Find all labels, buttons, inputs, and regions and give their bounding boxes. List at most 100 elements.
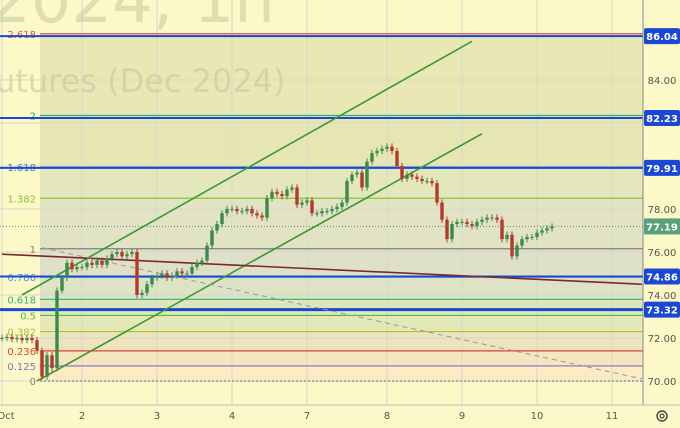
- candle-body: [205, 245, 209, 261]
- price-tick: 74.00: [648, 291, 677, 302]
- fib-level-label: 1: [30, 245, 36, 256]
- candle-body: [410, 174, 414, 177]
- candle-body: [45, 355, 49, 377]
- candle-body: [165, 273, 169, 278]
- candle-body: [495, 217, 499, 220]
- price-label: 79.91: [646, 164, 678, 175]
- last-price-label: 77.19: [646, 222, 678, 233]
- candle-body: [320, 211, 324, 214]
- fib-band: [40, 33, 643, 116]
- price-label-box: [644, 268, 680, 285]
- candle-body: [5, 336, 9, 338]
- time-tick: Oct: [0, 411, 15, 422]
- price-tick: 70.00: [648, 377, 677, 388]
- time-tick: 7: [304, 411, 310, 422]
- candle-body: [440, 202, 444, 220]
- candle-body: [470, 224, 474, 227]
- candle-body: [430, 181, 434, 184]
- price-label: 82.23: [646, 114, 678, 125]
- candle-body: [90, 262, 94, 265]
- price-label: 86.04: [646, 32, 678, 43]
- candle-body: [145, 284, 149, 293]
- candle-body: [240, 211, 244, 213]
- fib-level-label: 0.786: [7, 273, 36, 284]
- candle-body: [190, 267, 194, 274]
- time-tick: 10: [531, 411, 544, 422]
- candle-body: [85, 262, 89, 268]
- candle-body: [550, 226, 554, 229]
- candle-body: [345, 181, 349, 203]
- candle-body: [35, 340, 39, 351]
- candle-body: [265, 198, 269, 218]
- candle-body: [210, 230, 214, 246]
- candle-body: [195, 262, 199, 268]
- candle-body: [310, 200, 314, 214]
- candle-body: [350, 174, 354, 182]
- candle-body: [535, 232, 539, 237]
- fib-band: [40, 299, 643, 316]
- candle-body: [475, 221, 479, 227]
- candle-body: [380, 148, 384, 151]
- time-tick: 8: [384, 411, 390, 422]
- candle-body: [105, 258, 109, 265]
- candle-body: [510, 234, 514, 257]
- candle-body: [455, 221, 459, 225]
- candle-body: [520, 239, 524, 246]
- candle-body: [70, 262, 74, 270]
- price-tick: 84.00: [648, 76, 677, 87]
- trendline-channel-upper[interactable]: [21, 40, 473, 296]
- candle-body: [245, 209, 249, 212]
- fib-band: [40, 365, 643, 381]
- fib-level-label: 0.382: [7, 328, 36, 339]
- candle-body: [95, 260, 99, 265]
- candle-body: [250, 209, 254, 214]
- candle-body: [450, 224, 454, 240]
- candle-body: [150, 277, 154, 285]
- candle-body: [225, 209, 229, 214]
- candle-body: [315, 213, 319, 215]
- candle-body: [360, 172, 364, 188]
- candle-body: [485, 217, 489, 220]
- candle-body: [110, 254, 114, 259]
- price-axis[interactable]: 84.00 78.00 76.00 74.00 72.00 70.00 77.19: [0, 76, 680, 388]
- candle-body: [385, 146, 389, 149]
- horizontal-levels[interactable]: 86.04 82.23 79.91 74.86 73.32: [0, 28, 680, 318]
- price-label-box: [644, 28, 680, 45]
- time-axis[interactable]: Oct 2 3 4 7 8 9 10 11: [0, 411, 618, 422]
- candle-body: [185, 273, 189, 275]
- fib-level-label: 1.382: [7, 194, 36, 205]
- candle-body: [170, 275, 174, 278]
- fib-band: [40, 315, 643, 332]
- candle-body: [55, 290, 59, 369]
- candle-body: [255, 213, 259, 216]
- candle-body: [490, 217, 494, 219]
- candles: [0, 143, 554, 380]
- candle-body: [465, 221, 469, 225]
- candle-body: [220, 213, 224, 225]
- candle-body: [40, 350, 44, 377]
- candle-body: [65, 262, 69, 278]
- candle-body: [15, 338, 19, 340]
- fib-band: [40, 248, 643, 278]
- candle-body: [285, 189, 289, 197]
- price-label-box: [644, 301, 680, 318]
- gear-icon[interactable]: [656, 410, 668, 422]
- candle-body: [230, 209, 234, 210]
- candle-body: [100, 260, 104, 265]
- fib-level-label: 0.618: [7, 295, 36, 306]
- candle-body: [525, 236, 529, 240]
- candle-body: [280, 193, 284, 197]
- candle-body: [400, 166, 404, 179]
- time-tick: 4: [229, 411, 235, 422]
- price-label-box: [644, 110, 680, 127]
- fib-band: [40, 115, 643, 168]
- fib-level-label: 2: [30, 111, 36, 122]
- candle-body: [20, 338, 24, 341]
- candle-body: [275, 191, 279, 194]
- candle-body: [175, 271, 179, 276]
- candle-body: [505, 234, 509, 240]
- candle-body: [500, 219, 504, 240]
- trendline-dashed-support[interactable]: [41, 247, 643, 380]
- candle-body: [540, 230, 544, 233]
